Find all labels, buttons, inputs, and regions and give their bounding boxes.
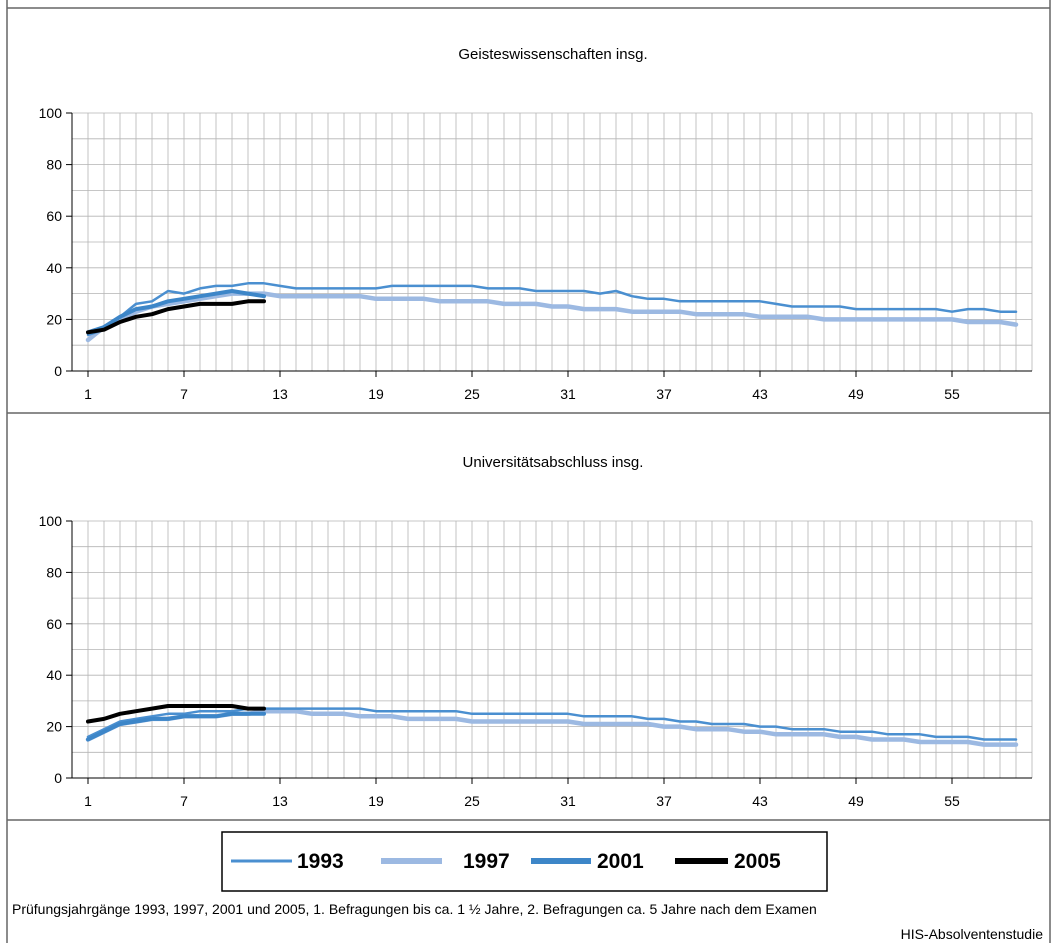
y-tick-label: 20 bbox=[46, 311, 62, 327]
x-tick-label: 25 bbox=[464, 793, 480, 809]
y-tick-label: 0 bbox=[54, 770, 62, 786]
y-tick-label: 60 bbox=[46, 208, 62, 224]
x-tick-label: 43 bbox=[752, 793, 768, 809]
x-tick-label: 49 bbox=[848, 793, 864, 809]
series-line-2005 bbox=[86, 299, 266, 335]
x-tick-label: 1 bbox=[84, 386, 92, 402]
y-tick-label: 60 bbox=[46, 616, 62, 632]
series-line-2001 bbox=[86, 289, 266, 335]
y-tick-label: 100 bbox=[39, 105, 63, 121]
x-tick-label: 37 bbox=[656, 386, 672, 402]
x-tick-label: 37 bbox=[656, 793, 672, 809]
x-tick-label: 1 bbox=[84, 793, 92, 809]
x-tick-label: 19 bbox=[368, 793, 384, 809]
y-tick-label: 100 bbox=[39, 513, 63, 529]
y-tick-label: 80 bbox=[46, 564, 62, 580]
x-tick-label: 7 bbox=[180, 793, 188, 809]
chart-2-plot: 0 20 40 60 80 100 1 7 13 19 25 31 37 43 49 55 bbox=[39, 513, 1033, 809]
x-tick-label: 31 bbox=[560, 386, 576, 402]
legend-label-1993: 1993 bbox=[297, 850, 344, 873]
y-tick-label: 0 bbox=[54, 363, 62, 379]
source-label: HIS-Absolventenstudie bbox=[901, 926, 1044, 942]
x-tick-label: 49 bbox=[848, 386, 864, 402]
legend-label-2001: 2001 bbox=[597, 850, 644, 873]
x-tick-label: 55 bbox=[944, 386, 960, 402]
x-tick-label: 25 bbox=[464, 386, 480, 402]
legend-label-1997: 1997 bbox=[463, 850, 510, 873]
chart-1-plot: 0 20 40 60 80 100 1 7 13 19 25 31 37 43 49 55 bbox=[39, 105, 1033, 402]
series-line-1993 bbox=[86, 282, 1018, 337]
chart-2-title: Universitätsabschluss insg. bbox=[463, 454, 644, 471]
x-tick-label: 43 bbox=[752, 386, 768, 402]
y-tick-label: 20 bbox=[46, 719, 62, 735]
series-line-2001 bbox=[86, 711, 266, 742]
x-tick-label: 7 bbox=[180, 386, 188, 402]
x-tick-label: 19 bbox=[368, 386, 384, 402]
series-line-2005 bbox=[86, 704, 266, 724]
x-tick-label: 13 bbox=[272, 386, 288, 402]
y-tick-label: 40 bbox=[46, 667, 62, 683]
legend-label-2005: 2005 bbox=[734, 850, 781, 873]
x-tick-label: 55 bbox=[944, 793, 960, 809]
y-tick-label: 80 bbox=[46, 157, 62, 173]
chart-1-title: Geisteswissenschaften insg. bbox=[458, 46, 647, 63]
footnote: Prüfungsjahrgänge 1993, 1997, 2001 und 2… bbox=[12, 901, 817, 917]
x-tick-label: 13 bbox=[272, 793, 288, 809]
x-tick-label: 31 bbox=[560, 793, 576, 809]
y-tick-label: 40 bbox=[46, 260, 62, 276]
